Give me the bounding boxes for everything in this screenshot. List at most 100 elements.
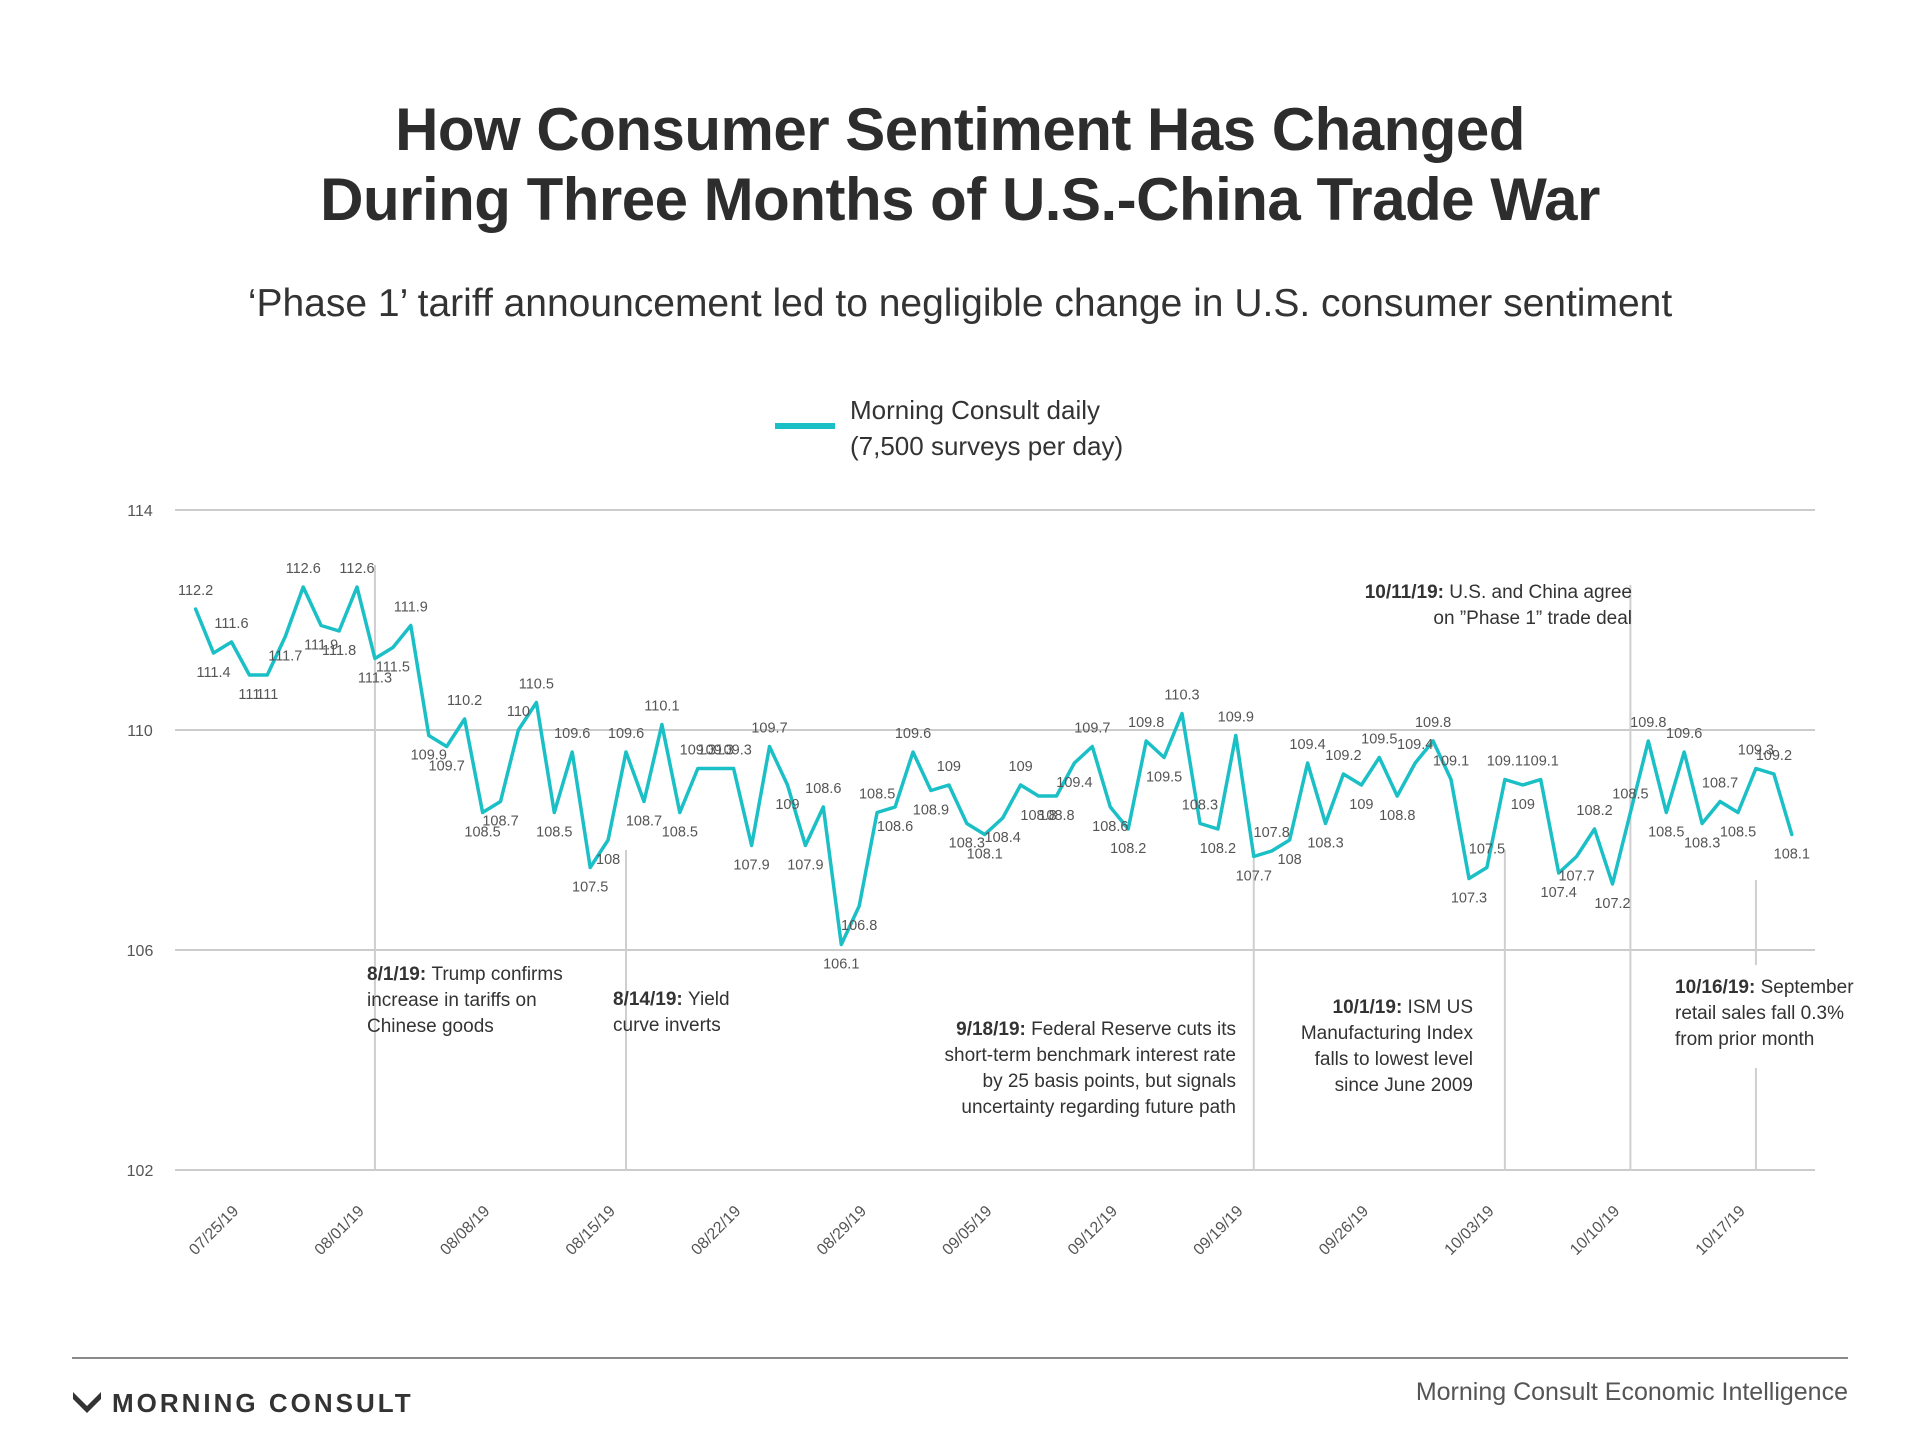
annotation-line-text: 8/1/19: Trump confirms	[367, 964, 563, 985]
data-label: 109.2	[1756, 748, 1792, 764]
data-label: 111.5	[376, 660, 410, 676]
data-label: 108.3	[1307, 836, 1343, 852]
data-label: 110.5	[519, 677, 554, 693]
data-label: 109.2	[1325, 748, 1361, 764]
annotation-text: 8/1/19: Trump confirms increase in tariff…	[367, 964, 563, 1037]
data-label: 109.1	[1433, 754, 1469, 770]
annotation-line-text: since June 2009	[1335, 1075, 1473, 1096]
x-tick-label: 08/29/19	[814, 1203, 870, 1259]
data-label: 107.7	[1236, 869, 1272, 885]
annotation-line-text: increase in tariffs on	[367, 990, 537, 1011]
x-tick-label: 09/05/19	[939, 1203, 995, 1259]
data-label: 112.6	[339, 561, 374, 577]
data-label: 107.9	[733, 858, 769, 874]
data-label: 110.3	[1164, 688, 1199, 704]
annotation-line-text: by 25 basis points, but signals	[983, 1071, 1237, 1092]
data-label: 109.1	[1487, 754, 1523, 770]
x-tick-label: 10/10/19	[1567, 1203, 1623, 1259]
series-line	[193, 585, 1794, 947]
data-label: 108.3	[1684, 836, 1720, 852]
annotation-line-text: 10/1/19: ISM US	[1333, 997, 1473, 1018]
annotation-date: 10/1/19:	[1333, 997, 1408, 1018]
data-label: 108.5	[464, 825, 500, 841]
data-label: 107.8	[1254, 825, 1290, 841]
data-label: 107.3	[1451, 891, 1487, 907]
data-label: 108.1	[1774, 847, 1810, 863]
data-label: 109.3	[680, 743, 716, 759]
x-tick-label: 10/17/19	[1693, 1203, 1749, 1259]
data-label: 108.5	[1648, 825, 1684, 841]
annotation-line-text: short-term benchmark interest rate	[945, 1045, 1236, 1066]
data-label: 109.6	[895, 726, 931, 742]
data-label: 111.3	[358, 671, 392, 687]
annotation-description: Yield	[688, 989, 730, 1010]
legend-label-line: Morning Consult daily	[850, 395, 1101, 425]
data-label: 108.6	[877, 819, 913, 835]
source-credit: Morning Consult Economic Intelligence	[1415, 1378, 1848, 1406]
morning-consult-logo-icon	[73, 1392, 101, 1413]
data-label: 108.7	[1702, 776, 1738, 792]
legend-label-line: (7,500 surveys per day)	[850, 431, 1124, 461]
data-label: 108.7	[482, 814, 518, 830]
data-label: 109.7	[751, 721, 787, 737]
title-line-2: During Three Months of U.S.-China Trade …	[320, 166, 1600, 233]
x-tick-label: 08/15/19	[563, 1203, 619, 1259]
brand-name: MORNING CONSULT	[112, 1388, 414, 1418]
y-tick-label: 110	[127, 723, 153, 740]
annotation-text: 8/14/19: Yield curve inverts	[613, 989, 730, 1036]
chart-subtitle: ‘Phase 1’ tariff announcement led to neg…	[247, 282, 1673, 325]
annotation-description: ISM US	[1408, 997, 1473, 1018]
data-label: 111.7	[268, 649, 302, 665]
data-label: 109.3	[698, 743, 734, 759]
data-label: 109.3	[716, 743, 752, 759]
data-label: 107.2	[1594, 896, 1630, 912]
data-label: 109.8	[1630, 715, 1666, 731]
data-label: 109.7	[429, 759, 465, 775]
data-label: 110	[507, 704, 530, 720]
data-label: 108.8	[1020, 808, 1056, 824]
data-label: 108.8	[1038, 808, 1074, 824]
annotation-line-text: uncertainty regarding future path	[961, 1097, 1236, 1118]
data-label: 108.5	[859, 787, 895, 803]
data-label: 108.5	[662, 825, 698, 841]
data-label: 109.5	[1146, 770, 1182, 786]
data-label: 109.7	[1074, 721, 1110, 737]
annotation-line-text: falls to lowest level	[1315, 1049, 1473, 1070]
annotation-line-text: curve inverts	[613, 1015, 721, 1036]
annotation-line-text: Chinese goods	[367, 1016, 494, 1037]
x-tick-label: 09/12/19	[1065, 1203, 1121, 1259]
data-label: 109	[775, 797, 799, 813]
data-label: 107.7	[1558, 869, 1594, 885]
data-label: 109.6	[1666, 726, 1702, 742]
annotation-date: 9/18/19:	[956, 1019, 1031, 1040]
data-label: 111.9	[304, 638, 338, 654]
data-label: 109.4	[1289, 737, 1325, 753]
x-tick-label: 09/26/19	[1316, 1203, 1372, 1259]
data-label: 110.1	[644, 699, 679, 715]
data-label: 108.8	[1379, 808, 1415, 824]
annotation-date: 10/16/19:	[1675, 977, 1761, 998]
data-label: 109.5	[1361, 732, 1397, 748]
data-label: 108.2	[1110, 841, 1146, 857]
annotation-date: 8/14/19:	[613, 989, 688, 1010]
data-label: 109.4	[1397, 737, 1433, 753]
annotation-line-text: 10/11/19: U.S. and China agree	[1365, 582, 1632, 603]
y-tick-label: 102	[127, 1163, 154, 1180]
data-label: 109	[1511, 797, 1535, 813]
data-label: 111.4	[196, 665, 230, 681]
annotation-line-text: from prior month	[1675, 1029, 1814, 1050]
data-label: 107.5	[572, 880, 608, 896]
annotation-line-text: 8/14/19: Yield	[613, 989, 730, 1010]
data-label: 107.4	[1541, 885, 1577, 901]
data-label: 109.8	[1128, 715, 1164, 731]
data-label: 110.2	[447, 693, 482, 709]
data-label: 109.4	[1056, 775, 1092, 791]
x-tick-label: 10/03/19	[1442, 1203, 1498, 1259]
data-label: 107.5	[1469, 842, 1505, 858]
data-label: 109.1	[1523, 754, 1559, 770]
annotation-description: September	[1761, 977, 1855, 998]
line-chart: 102 106 110 114 07/25/19 08/01/19 08/08/19 08/1…	[127, 503, 1855, 1259]
annotation-text: 10/11/19: U.S. and China agree on ”Phase …	[1365, 582, 1632, 629]
data-label: 108.5	[1612, 787, 1648, 803]
annotation-description: Trump confirms	[431, 964, 562, 985]
